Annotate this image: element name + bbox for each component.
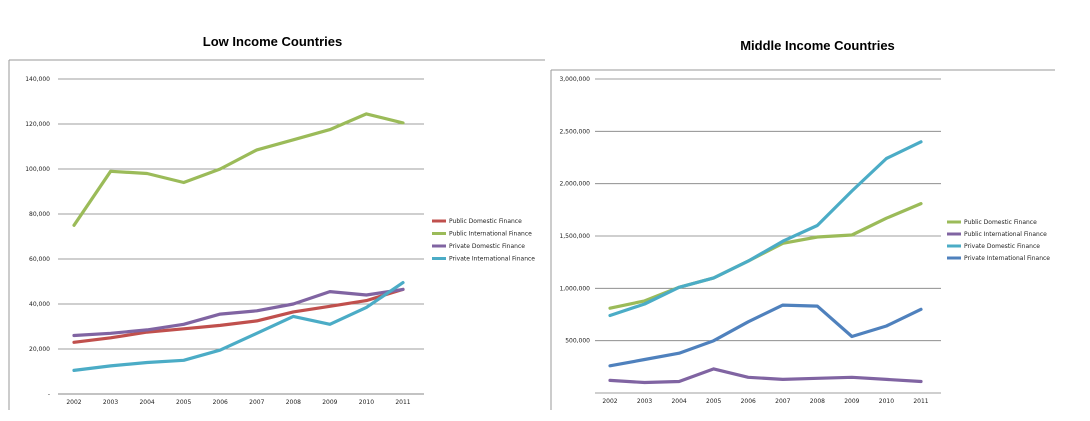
x-tick-label: 2006 — [741, 398, 756, 405]
y-tick-label: 80,000 — [29, 211, 50, 218]
legend-label: Private International Finance — [449, 256, 535, 263]
x-tick-label: 2003 — [637, 398, 652, 405]
x-tick-label: 2008 — [286, 399, 301, 406]
legend-label: Private Domestic Finance — [449, 243, 525, 250]
x-tick-label: 2006 — [213, 399, 228, 406]
chart-title: Middle Income Countries — [740, 38, 895, 53]
y-tick-label: 2,500,000 — [559, 128, 590, 135]
y-tick-label: 500,000 — [565, 338, 590, 345]
series-line-private-international-finance — [608, 303, 923, 368]
series-line-private-domestic-finance — [72, 287, 405, 338]
y-tick-label: 20,000 — [29, 346, 50, 353]
legend-label: Private International Finance — [964, 255, 1050, 262]
legend-label: Public International Finance — [449, 231, 532, 238]
y-tick-label: 40,000 — [29, 301, 50, 308]
x-tick-label: 2002 — [66, 399, 81, 406]
series-line-public-domestic-finance — [72, 287, 405, 344]
x-tick-label: 2009 — [844, 398, 859, 405]
x-tick-label: 2009 — [322, 399, 337, 406]
x-tick-label: 2007 — [249, 399, 264, 406]
series-line-private-domestic-finance — [608, 140, 923, 318]
chart-title: Low Income Countries — [202, 34, 343, 49]
x-tick-label: 2011 — [913, 398, 928, 405]
y-tick-label: 140,000 — [25, 76, 50, 83]
x-tick-label: 2004 — [671, 398, 686, 405]
chart-low-income: Low Income Countries - 20,000 40,000 60,000… — [8, 34, 545, 410]
x-tick-label: 2008 — [810, 398, 825, 405]
series-line-public-international-finance — [608, 367, 923, 385]
x-tick-label: 2003 — [103, 399, 118, 406]
chart-middle-income: Middle Income Countries 500,000 1,000,000… — [545, 0, 1090, 421]
y-tick-label: 60,000 — [29, 256, 50, 263]
x-tick-label: 2010 — [879, 398, 894, 405]
legend-label: Public Domestic Finance — [964, 219, 1037, 226]
chart-plot-middle-income: 500,000 1,000,000 1,500,000 2,000,000 2,500,… — [550, 69, 1055, 410]
y-tick-label: 1,500,000 — [559, 233, 590, 240]
y-tick-label: 1,000,000 — [559, 285, 590, 292]
chart-plot-low-income: - 20,000 40,000 60,000 80,000 100,000 120,000 1… — [8, 59, 545, 410]
legend-label: Public Domestic Finance — [449, 218, 522, 225]
x-tick-label: 2004 — [139, 399, 154, 406]
x-tick-label: 2002 — [602, 398, 617, 405]
x-tick-label: 2007 — [775, 398, 790, 405]
y-tick-label: 2,000,000 — [559, 181, 590, 188]
x-tick-label: 2010 — [359, 399, 374, 406]
y-tick-label: 100,000 — [25, 166, 50, 173]
y-tick-label: 120,000 — [25, 121, 50, 128]
series-line-public-international-finance — [72, 112, 405, 227]
x-tick-label: 2005 — [176, 399, 191, 406]
legend-label: Private Domestic Finance — [964, 243, 1040, 250]
series-line-private-international-finance — [72, 281, 405, 372]
y-tick-label: - — [48, 391, 50, 398]
y-tick-label: 3,000,000 — [559, 76, 590, 83]
legend-label: Public International Finance — [964, 231, 1047, 238]
x-tick-label: 2005 — [706, 398, 721, 405]
x-tick-label: 2011 — [395, 399, 410, 406]
series-line-public-domestic-finance — [608, 202, 923, 310]
